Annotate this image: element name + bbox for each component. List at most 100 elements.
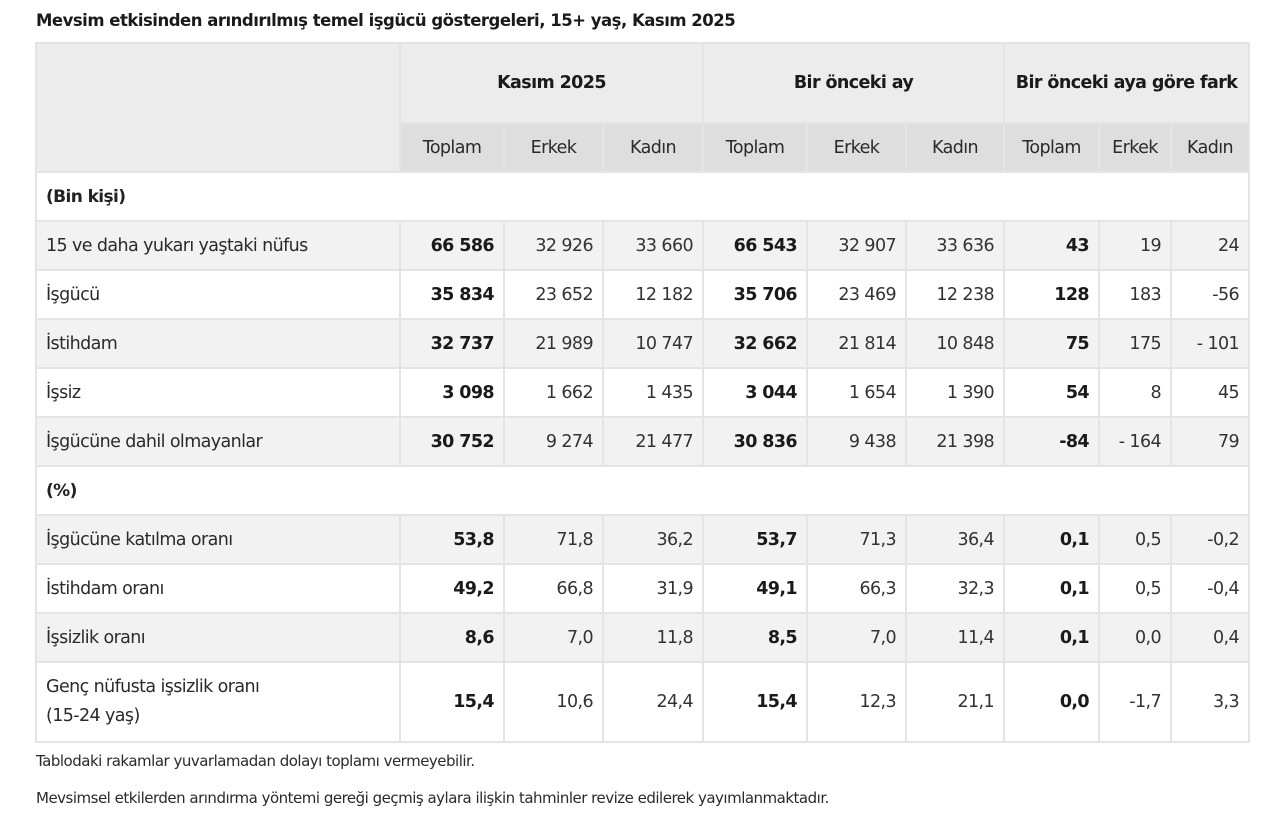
sub-header-female: Kadın [1170,122,1251,173]
cell-current-male: 10,6 [503,661,604,743]
sub-header-female: Kadın [601,122,705,173]
cell-diff-total: 0,1 [1003,612,1101,663]
cell-previous-male: 66,3 [806,563,908,614]
cell-previous-female: 21,1 [905,661,1006,743]
header-corner [35,42,401,173]
cell-diff-female: -0,4 [1170,563,1251,614]
group-header-row: Kasım 2025 Bir önceki ay Bir önceki aya … [35,42,1251,173]
cell-previous-female: 36,4 [905,514,1006,565]
cell-current-total: 66 586 [399,220,505,271]
cell-current-male: 32 926 [503,220,604,271]
page-title: Mevsim etkisinden arındırılmış temel işg… [36,11,736,30]
table-row: İşgücüne dahil olmayanlar 30 752 9 274 2… [35,416,1251,467]
sub-header-female: Kadın [905,122,1006,173]
sub-header-row: Toplam Erkek Kadın Toplam Erkek Kadın To… [36,122,1251,173]
cell-current-total: 8,6 [399,612,505,663]
cell-previous-total: 32 662 [702,318,809,369]
cell-diff-total: 0,0 [1003,661,1101,743]
cell-previous-female: 32,3 [905,563,1006,614]
section-label: (%) [34,465,1251,516]
cell-diff-male: - 164 [1098,416,1173,467]
sub-header-male: Erkek [806,122,908,173]
group-header-previous-month: Bir önceki ay [702,42,1006,124]
cell-diff-female: 24 [1170,220,1251,271]
cell-previous-female: 12 238 [905,269,1006,320]
cell-diff-male: -1,7 [1098,661,1173,743]
sub-header-total: Toplam [702,122,809,173]
cell-previous-female: 33 636 [905,220,1006,271]
cell-diff-female: -56 [1170,269,1251,320]
cell-previous-male: 9 438 [806,416,908,467]
table-row: Genç nüfusta işsizlik oranı (15-24 yaş) … [35,661,1251,743]
table-row: İstihdam oranı 49,2 66,8 31,9 49,1 66,3 … [35,563,1251,614]
cell-current-female: 33 660 [601,220,705,271]
cell-diff-total: -84 [1003,416,1101,467]
cell-current-male: 21 989 [503,318,604,369]
table-row: 15 ve daha yukarı yaştaki nüfus 66 586 3… [35,220,1251,271]
cell-diff-female: 79 [1170,416,1251,467]
cell-previous-female: 1 390 [905,367,1006,418]
row-label: İşgücüne dahil olmayanlar [35,416,401,467]
section-row-percent: (%) [34,465,1251,516]
cell-current-female: 1 435 [601,367,705,418]
footnote-revision: Mevsimsel etkilerden arındırma yöntemi g… [36,789,829,807]
cell-previous-total: 66 543 [702,220,809,271]
sub-header-male: Erkek [503,122,604,173]
cell-previous-male: 1 654 [806,367,908,418]
cell-previous-total: 49,1 [702,563,809,614]
cell-current-female: 36,2 [601,514,705,565]
row-label: İstihdam [35,318,401,369]
cell-current-female: 21 477 [601,416,705,467]
table-row: İşgücü 35 834 23 652 12 182 35 706 23 46… [35,269,1251,320]
table-row: İşgücüne katılma oranı 53,8 71,8 36,2 53… [35,514,1251,565]
cell-current-total: 53,8 [399,514,505,565]
cell-previous-male: 32 907 [806,220,908,271]
cell-previous-female: 10 848 [905,318,1006,369]
row-label: 15 ve daha yukarı yaştaki nüfus [35,220,401,271]
cell-diff-male: 175 [1098,318,1173,369]
cell-diff-male: 19 [1098,220,1173,271]
cell-diff-male: 0,5 [1098,514,1173,565]
cell-current-male: 1 662 [503,367,604,418]
row-label-line1: Genç nüfusta işsizlik oranı [46,677,260,697]
section-row-thousand-persons: (Bin kişi) [34,171,1251,222]
cell-previous-male: 12,3 [806,661,908,743]
cell-current-female: 31,9 [601,563,705,614]
cell-diff-female: -0,2 [1170,514,1251,565]
cell-current-male: 7,0 [503,612,604,663]
cell-current-total: 49,2 [399,563,505,614]
row-label: Genç nüfusta işsizlik oranı (15-24 yaş) [35,661,401,743]
cell-current-female: 11,8 [601,612,705,663]
cell-current-female: 10 747 [601,318,705,369]
cell-previous-total: 15,4 [702,661,809,743]
cell-diff-female: 0,4 [1170,612,1251,663]
table-row: İstihdam 32 737 21 989 10 747 32 662 21 … [35,318,1251,369]
cell-previous-male: 23 469 [806,269,908,320]
cell-diff-total: 54 [1003,367,1101,418]
row-label-line2: (15-24 yaş) [46,706,140,726]
cell-diff-total: 43 [1003,220,1101,271]
cell-diff-male: 8 [1098,367,1173,418]
table-row: İşsizlik oranı 8,6 7,0 11,8 8,5 7,0 11,4… [35,612,1251,663]
cell-previous-total: 3 044 [702,367,809,418]
cell-current-total: 30 752 [399,416,505,467]
row-label: İşsizlik oranı [35,612,401,663]
cell-current-male: 66,8 [503,563,604,614]
cell-diff-total: 75 [1003,318,1101,369]
cell-diff-male: 183 [1098,269,1173,320]
cell-diff-male: 0,5 [1098,563,1173,614]
cell-diff-female: 3,3 [1170,661,1251,743]
sub-header-male: Erkek [1098,122,1173,173]
sub-header-total: Toplam [399,122,505,173]
cell-current-male: 9 274 [503,416,604,467]
cell-current-total: 15,4 [399,661,505,743]
cell-current-female: 12 182 [601,269,705,320]
footnote-rounding: Tablodaki rakamlar yuvarlamadan dolayı t… [36,752,475,770]
cell-diff-total: 0,1 [1003,563,1101,614]
cell-current-male: 71,8 [503,514,604,565]
cell-previous-female: 11,4 [905,612,1006,663]
cell-diff-female: - 101 [1170,318,1251,369]
cell-previous-female: 21 398 [905,416,1006,467]
row-label: İşgücüne katılma oranı [35,514,401,565]
cell-previous-male: 7,0 [806,612,908,663]
